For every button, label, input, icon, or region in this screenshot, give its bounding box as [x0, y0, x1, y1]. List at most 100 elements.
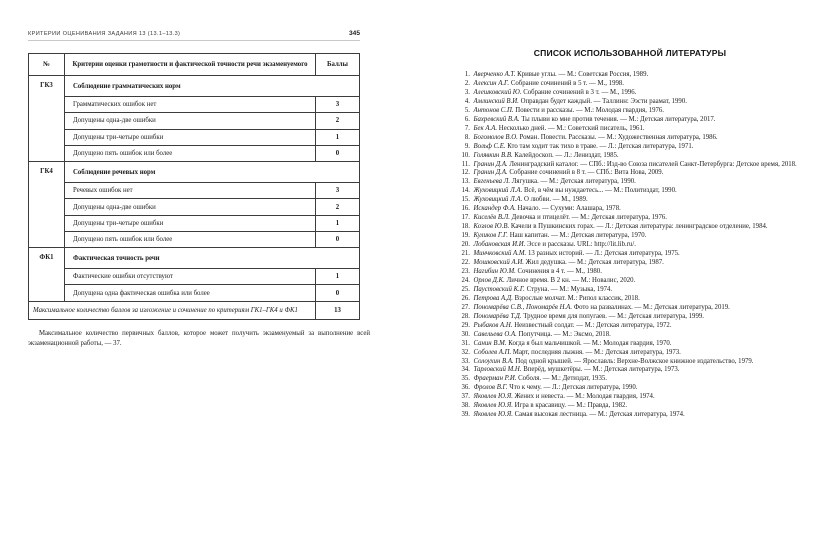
criterion-row: Речевых ошибок нет 3 — [29, 181, 360, 200]
bibliography-item: 23. Нагибин Ю.М. Сочинения в 4 т. — М., 1… — [457, 268, 803, 277]
bibliography-item: 11. Гранин Д.А. Ленинградский каталог. — … — [457, 161, 803, 170]
score-value: 3 — [315, 181, 360, 200]
item-author: Пономарёва С.В., Пономарёв Н.А. — [473, 303, 573, 311]
item-text: Нагибин Ю.М. Сочинения в 4 т. — М., 1980… — [473, 267, 602, 275]
bibliography-title: СПИСОК ИСПОЛЬЗОВАННОЙ ЛИТЕРАТУРЫ — [533, 48, 727, 58]
group-title-row: ГК3 Соблюдение грамматических норм — [28, 75, 360, 163]
item-author: Бахревский В.А. — [473, 115, 520, 123]
score-value: 0 — [315, 231, 360, 249]
item-author: Нагибин Ю.М. — [473, 267, 516, 275]
right-page: СПИСОК ИСПОЛЬЗОВАННОЙ ЛИТЕРАТУРЫ 1. Аверч… — [457, 48, 803, 420]
item-text: Савельева О.А. Попутчица. — М.: Эксмо, 2… — [473, 330, 611, 338]
item-text: Минчковский А.М. 13 разных историй. — Л.… — [473, 250, 680, 258]
item-number: 27. — [461, 303, 471, 311]
group-title: Соблюдение речевых норм — [64, 161, 360, 183]
item-number: 15. — [461, 196, 471, 204]
bibliography-item: 5. Антонов С.П. Повести и рассказы. — М.:… — [457, 107, 803, 116]
score-value: 0 — [315, 284, 360, 302]
item-text: Санин В.М. Когда я был мальчишкой. — М.:… — [473, 339, 672, 347]
item-number: 38. — [461, 402, 471, 410]
item-number: 32. — [461, 348, 471, 356]
criterion-row: Грамматических ошибок нет 3 — [29, 95, 360, 114]
bibliography-item: 22. Мошковский А.И. Жил дедушка. — М.: Де… — [457, 259, 803, 268]
item-number: 9. — [464, 142, 470, 150]
group-title-row: ГК4 Соблюдение речевых норм — [28, 161, 360, 249]
bibliography-item: 32. Соболев А.П. Март, последняя лыжня. —… — [457, 349, 803, 358]
item-number: 37. — [461, 393, 471, 401]
max-score-footnote: Максимальное количество первичных баллов… — [28, 330, 370, 347]
item-text: Антонов С.П. Повести и рассказы. — М.: М… — [473, 106, 664, 114]
item-author: Минчковский А.М. — [473, 250, 527, 258]
item-author: Санин В.М. — [473, 339, 507, 347]
item-author: Тарловский М.Н. — [473, 366, 522, 374]
item-text: Яковлев Ю.Я. Жених и невеста. — М.: Моло… — [473, 393, 655, 401]
item-number: 3. — [464, 88, 470, 96]
item-text: Орлов Д.К. Личное время. В 2 кн. — М.: Н… — [473, 276, 636, 284]
item-number: 26. — [461, 294, 471, 302]
item-author: Орлов Д.К. — [473, 276, 505, 284]
item-author: Голявкин В.В. — [473, 151, 513, 159]
left-page: КРИТЕРИИ ОЦЕНИВАНИЯ ЗАДАНИЯ 13 (13.1–13.… — [28, 30, 370, 355]
item-author: Амлинский В.И. — [473, 97, 519, 105]
item-number: 6. — [464, 115, 470, 123]
item-number: 8. — [464, 133, 470, 141]
item-text: Яковлев Ю.Я. Игра в красавицу. — М.: Пра… — [473, 402, 628, 410]
criteria-table-body: ГК3 Соблюдение грамматических норм Граммат… — [28, 75, 360, 321]
item-author: Алексин А.Г. — [473, 79, 510, 87]
item-author: Солоухин В.А. — [473, 357, 514, 365]
item-author: Гранин Д.А. — [473, 160, 508, 168]
item-text: Пономарёва С.В., Пономарёв Н.А. Фото на … — [473, 303, 730, 311]
item-number: 12. — [461, 169, 471, 177]
bibliography-item: 17. Киселёв В.Л. Девочка и птицелёт. — М.… — [457, 214, 803, 223]
item-number: 2. — [464, 79, 470, 87]
item-number: 24. — [461, 276, 471, 284]
bibliography-item: 36. Фролов В.Г. Что к чему. — Л.: Детская… — [457, 384, 803, 393]
bibliography-item: 2. Алексин А.Г. Собрание сочинений в 5 т.… — [457, 80, 803, 89]
item-author: Соболев А.П. — [473, 348, 512, 356]
bibliography-item: 14. Жуховицкий Л.А. Всё, в чём вы нуждает… — [457, 187, 803, 196]
item-text: Киселёв В.Л. Девочка и птицелёт. — М.: Д… — [473, 214, 667, 222]
criterion-row: Допущена одна фактическая ошибка или бол… — [29, 284, 360, 302]
criterion-text: Допущены одна-две ошибки — [64, 198, 316, 216]
score-value: 1 — [315, 128, 360, 146]
item-number: 19. — [461, 232, 471, 240]
item-author: Вольф С.Е. — [473, 142, 506, 150]
bibliography-item: 16. Искандер Ф.А. Начало. — Сухуми: Алаша… — [457, 205, 803, 214]
item-number: 22. — [461, 259, 471, 267]
item-author: Гранин Д.А. — [473, 169, 508, 177]
item-number: 31. — [461, 339, 471, 347]
item-author: Куликов Г.Г. — [473, 232, 509, 240]
item-number: 28. — [461, 312, 471, 320]
criterion-row: Допущены три-четыре ошибки 1 — [29, 128, 360, 146]
item-text: Бахревский В.А. Ты плыви ко мне против т… — [473, 115, 716, 123]
item-text: Лобановская И.И. Эссе и рассказы. URL: h… — [473, 241, 636, 249]
bibliography-item: 15. Жуховицкий Л.А. О любви. — М., 1989. — [457, 196, 803, 205]
criterion-text: Допущены три-четыре ошибки — [64, 214, 316, 233]
bibliography-item: 24. Орлов Д.К. Личное время. В 2 кн. — М.… — [457, 277, 803, 286]
item-author: Савельева О.А. — [473, 330, 517, 338]
bibliography-item: 9. Вольф С.Е. Кто там ходит так тихо в тр… — [457, 143, 803, 152]
item-text: Соболев А.П. Март, последняя лыжня. — М.… — [473, 348, 681, 356]
group-title: Фактическая точность речи — [64, 247, 360, 270]
item-text: Богомолов В.О. Роман. Повести. Рассказы.… — [473, 133, 718, 141]
bibliography-item: 4. Амлинский В.И. Оправдан будет каждый. … — [457, 98, 803, 107]
criterion-text: Речевых ошибок нет — [64, 181, 316, 200]
item-text: Бек А.А. Несколько дней. — М.: Советский… — [473, 124, 645, 132]
bibliography-item: 37. Яковлев Ю.Я. Жених и невеста. — М.: М… — [457, 393, 803, 402]
item-author: Яковлев Ю.Я. — [473, 393, 513, 401]
item-author: Пономарёва Т.Д. — [473, 312, 522, 320]
item-author: Искандер Ф.А. — [473, 205, 516, 213]
item-text: Мошковский А.И. Жил дедушка. — М.: Детск… — [473, 259, 664, 267]
group-title: Соблюдение грамматических норм — [64, 75, 360, 97]
bibliography-item: 25. Паустовский К.Г. Струна. — М.: Музыка… — [457, 286, 803, 295]
item-author: Фраерман Р.И. — [473, 375, 517, 383]
score-value: 2 — [315, 198, 360, 216]
criterion-text: Допущено пять ошибок или более — [64, 144, 316, 163]
item-author: Аверченко А.Т. — [473, 71, 516, 78]
bibliography-item: 35. Фраерман Р.И. Соболя. — М.: Детиздат,… — [457, 375, 803, 384]
running-head-title: КРИТЕРИИ ОЦЕНИВАНИЯ ЗАДАНИЯ 13 (13.1–13.… — [28, 31, 181, 37]
bibliography-item: 13. Евгеньева Л. Лягушка. — М.: Детская л… — [457, 178, 803, 187]
bibliography-item: 7. Бек А.А. Несколько дней. — М.: Советск… — [457, 125, 803, 134]
criterion-text: Грамматических ошибок нет — [64, 95, 316, 114]
bibliography-item: 18. Козлов Ю.В. Качели в Пушкинских горах… — [457, 223, 803, 232]
